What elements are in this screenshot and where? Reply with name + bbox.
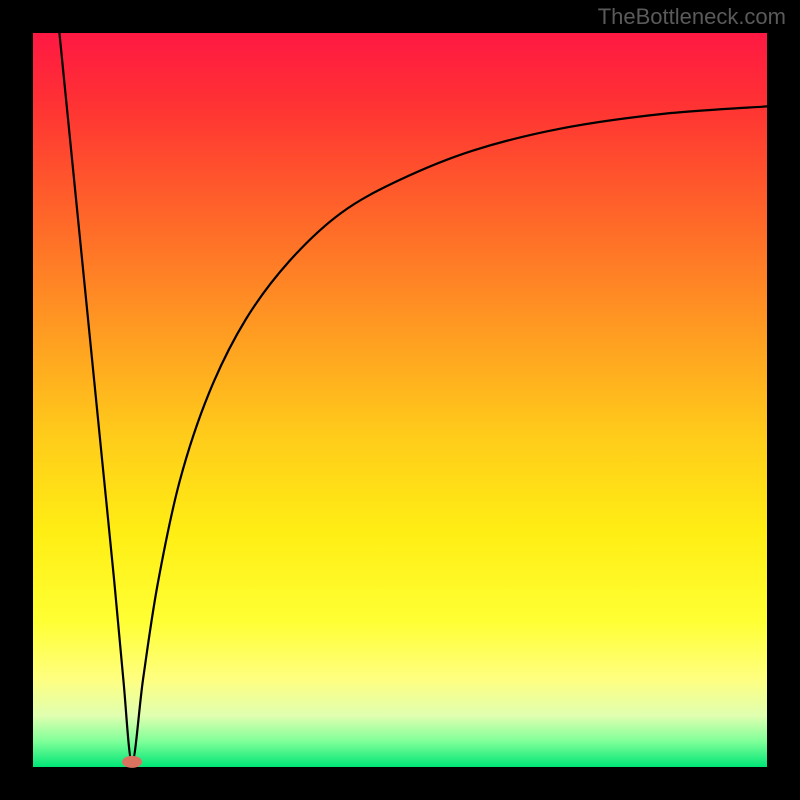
chart-container: TheBottleneck.com — [0, 0, 800, 800]
watermark-text: TheBottleneck.com — [598, 4, 786, 30]
plot-background — [33, 33, 767, 767]
chart-svg — [0, 0, 800, 800]
optimum-marker — [122, 756, 142, 768]
